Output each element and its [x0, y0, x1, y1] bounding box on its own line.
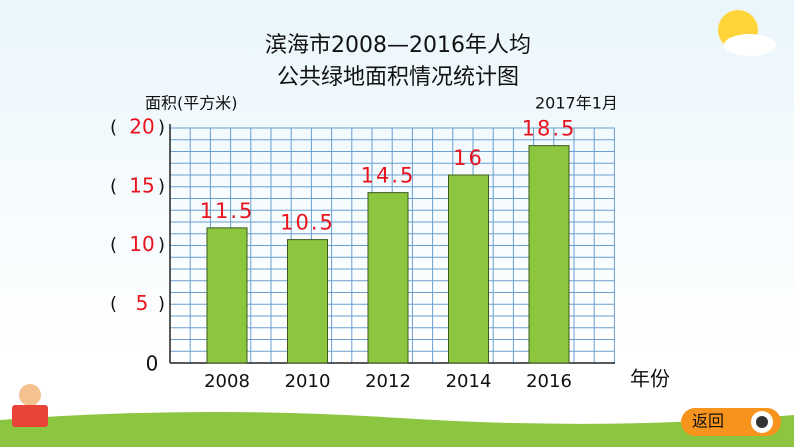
tick-bracket: (: [110, 117, 117, 138]
data-label: 18.5: [522, 117, 577, 141]
x-axis-label: 年份: [630, 367, 670, 391]
x-tick-label: 2010: [285, 371, 331, 392]
y-axis-label: 面积(平方米): [145, 94, 238, 113]
data-label: 14.5: [361, 164, 416, 188]
tick-bracket: (: [110, 176, 117, 197]
y-tick-label: 0: [146, 352, 159, 376]
tick-bracket: (: [110, 293, 117, 314]
tick-bracket: ): [158, 176, 165, 197]
bar: [528, 145, 570, 364]
x-tick-label: 2008: [204, 371, 250, 392]
kid-icon: [12, 384, 48, 427]
x-tick-label: 2014: [446, 371, 492, 392]
y-tick-label: 20: [129, 115, 154, 139]
y-tick-label: 10: [129, 232, 154, 256]
bar: [367, 192, 409, 364]
y-tick-label: 5: [136, 291, 149, 315]
chart-title: 公共绿地面积情况统计图: [277, 65, 519, 90]
date: 2017年1月: [535, 94, 618, 113]
data-label: 16: [453, 146, 484, 170]
tick-bracket: (: [110, 235, 117, 256]
tick-bracket: ): [158, 117, 165, 138]
y-tick-label: 15: [129, 173, 154, 197]
grass: [0, 411, 794, 447]
tick-bracket: ): [158, 235, 165, 256]
bar: [206, 227, 248, 364]
data-label: 10.5: [280, 211, 335, 235]
bar: [448, 174, 489, 364]
return-button[interactable]: 返回: [681, 408, 781, 436]
bar: [287, 239, 328, 364]
x-tick-label: 2012: [365, 371, 411, 392]
data-label: 11.5: [200, 199, 255, 223]
x-tick-label: 2016: [526, 371, 572, 392]
chart-title: 滨海市2008—2016年人均: [265, 33, 531, 58]
return-label[interactable]: 返回: [692, 412, 724, 431]
tick-bracket: ): [158, 293, 165, 314]
sun: [718, 10, 776, 56]
